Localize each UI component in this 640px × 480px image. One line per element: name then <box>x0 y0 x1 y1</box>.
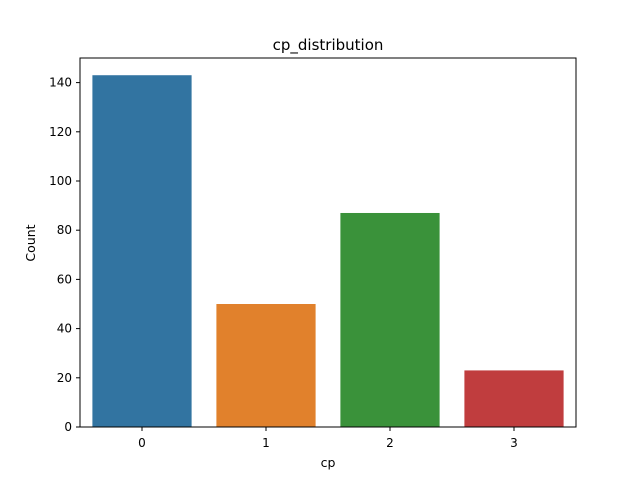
plot-frame <box>79 57 577 428</box>
y-tick-label: 120 <box>49 125 72 139</box>
y-tick-label: 100 <box>49 174 72 188</box>
y-tick-label: 0 <box>64 420 72 434</box>
x-tick-label: 0 <box>138 436 146 450</box>
x-axis-ticks: 0 1 2 3 <box>138 427 518 450</box>
bars-group <box>92 75 564 427</box>
y-axis-ticks: 0 20 40 60 80 100 120 140 <box>49 76 80 434</box>
x-axis-label: cp <box>321 455 336 470</box>
bar-0 <box>92 75 192 427</box>
bar-1 <box>216 304 316 427</box>
y-tick-label: 140 <box>49 76 72 90</box>
y-tick-label: 80 <box>57 223 72 237</box>
y-tick-label: 20 <box>57 371 72 385</box>
bar-2 <box>340 212 440 427</box>
bar-3 <box>464 370 564 427</box>
x-tick-label: 2 <box>386 436 394 450</box>
y-axis-label: Count <box>23 224 38 261</box>
x-tick-label: 1 <box>262 436 270 450</box>
y-tick-label: 40 <box>57 322 72 336</box>
chart-title: cp_distribution <box>273 36 384 55</box>
x-tick-label: 3 <box>510 436 518 450</box>
y-tick-label: 60 <box>57 272 72 286</box>
